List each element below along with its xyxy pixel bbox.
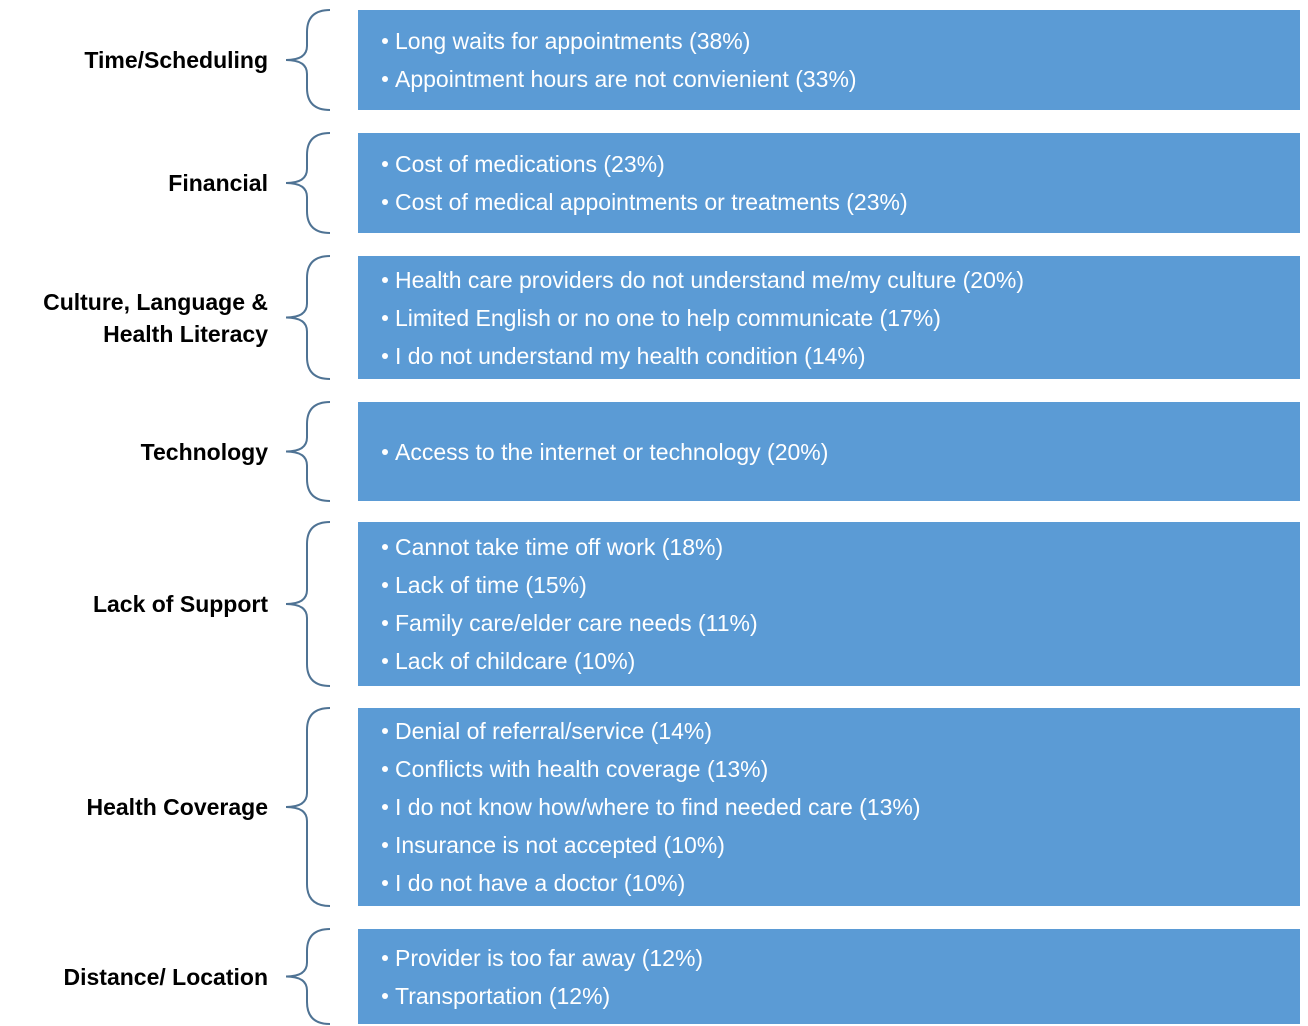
group-label: Financial — [168, 170, 268, 196]
item-text: Lack of childcare (10%) — [395, 648, 636, 674]
bullet — [382, 620, 388, 626]
bullet — [382, 766, 388, 772]
group-box: Cost of medications (23%) Cost of medical… — [358, 133, 1300, 233]
bullet — [382, 842, 388, 848]
item-text: Transportation (12%) — [395, 982, 611, 1009]
group-box: Long waits for appointments (38%) Appoint… — [358, 10, 1300, 110]
brace — [285, 521, 331, 687]
bullet — [382, 161, 388, 167]
bullet — [382, 658, 388, 664]
brace — [285, 132, 331, 234]
item: I do not have a doctor (10%) — [358, 864, 1300, 902]
item: Conflicts with health coverage (13%) — [358, 750, 1300, 788]
item: Access to the internet or technology (20… — [358, 433, 1300, 471]
item-text: Health care providers do not understand … — [395, 266, 1024, 293]
item: Health care providers do not understand … — [358, 261, 1300, 299]
group-label: Distance/ Location — [63, 963, 268, 990]
item: I do not understand my health condition … — [358, 337, 1300, 375]
bullet — [382, 544, 388, 550]
brace — [285, 928, 331, 1025]
item: Family care/elder care needs (11%) — [358, 604, 1300, 642]
brace — [285, 707, 331, 907]
item: Long waits for appointments (38%) — [358, 22, 1300, 60]
bullet — [382, 276, 388, 283]
group-box: Denial of referral/service (14%) Conflict… — [358, 708, 1300, 906]
item-text: I do not know how/where to find needed c… — [395, 794, 921, 820]
item: Lack of childcare (10%) — [358, 642, 1300, 680]
bullet — [382, 728, 388, 734]
item-text: Insurance is not accepted (10%) — [395, 832, 725, 858]
item-text: Appointment hours are not convienient (3… — [395, 66, 857, 92]
group-box: Cannot take time off work (18%) Lack of t… — [358, 522, 1300, 686]
bullet — [382, 804, 388, 810]
item-text: I do not understand my health condition … — [395, 342, 866, 369]
item-text: Cost of medical appointments or treatmen… — [395, 189, 908, 215]
brace — [285, 255, 331, 380]
item-text: Long waits for appointments (38%) — [395, 28, 751, 54]
brace — [285, 9, 331, 111]
item: Cost of medical appointments or treatmen… — [358, 183, 1300, 221]
bullet — [382, 582, 388, 588]
bullet — [382, 880, 388, 886]
group-box: Provider is too far away (12%) Transporta… — [358, 929, 1300, 1024]
group-label: Culture, Language & Health Literacy — [43, 288, 268, 347]
item-text: Cannot take time off work (18%) — [395, 534, 724, 560]
item: I do not know how/where to find needed c… — [358, 788, 1300, 826]
item: Limited English or no one to help commun… — [358, 299, 1300, 337]
item-text: Cost of medications (23%) — [395, 151, 665, 177]
item-text: I do not have a doctor (10%) — [395, 870, 686, 896]
item: Cannot take time off work (18%) — [358, 528, 1300, 566]
item-text: Provider is too far away (12%) — [395, 944, 704, 971]
bullet — [382, 314, 388, 321]
bullet — [382, 76, 388, 82]
bullet — [382, 352, 388, 359]
group-box: Health care providers do not understand … — [358, 256, 1300, 379]
item-text: Access to the internet or technology (20… — [395, 438, 829, 465]
group-label: Lack of Support — [92, 591, 268, 617]
item: Lack of time (15%) — [358, 566, 1300, 604]
item-text: Denial of referral/service (14%) — [395, 718, 713, 744]
group-label: Health Coverage — [86, 794, 268, 820]
item: Transportation (12%) — [358, 977, 1300, 1015]
item: Provider is too far away (12%) — [358, 939, 1300, 977]
item: Cost of medications (23%) — [358, 145, 1300, 183]
brace — [285, 401, 331, 502]
item-text: Conflicts with health coverage (13%) — [395, 756, 769, 782]
bullet — [382, 954, 388, 961]
group-label: Technology — [140, 438, 268, 465]
item-text: Family care/elder care needs (11%) — [395, 610, 758, 636]
item: Insurance is not accepted (10%) — [358, 826, 1300, 864]
item-text: Limited English or no one to help commun… — [395, 304, 941, 331]
bullet — [382, 38, 388, 44]
bullet — [382, 448, 388, 455]
item: Appointment hours are not convienient (3… — [358, 60, 1300, 98]
group-box: Access to the internet or technology (20… — [358, 402, 1300, 501]
bullet — [382, 992, 388, 999]
item: Denial of referral/service (14%) — [358, 712, 1300, 750]
item-text: Lack of time (15%) — [395, 572, 587, 598]
group-label: Time/Scheduling — [84, 47, 268, 73]
bullet — [382, 199, 388, 205]
